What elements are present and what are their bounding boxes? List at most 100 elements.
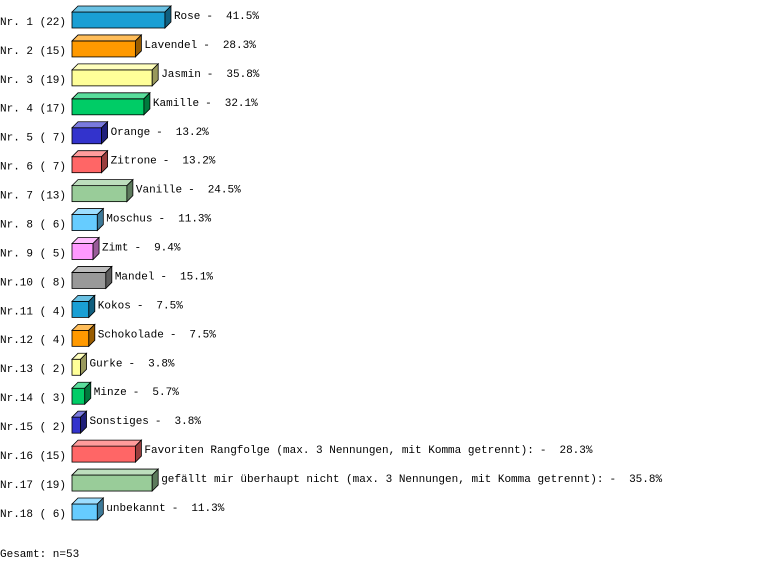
bar-top [71, 179, 134, 187]
bar-side [151, 468, 159, 493]
bar-side [126, 178, 134, 203]
separator: - [159, 213, 166, 225]
rank-label: Nr.14 ( 3) [0, 393, 66, 405]
value-label: 13.2% [176, 127, 209, 139]
bar [71, 69, 153, 87]
bar-side [164, 5, 172, 29]
bar [71, 40, 136, 58]
rank-label: Nr. 5 ( 7) [0, 133, 66, 145]
bar [71, 503, 98, 521]
value-label: 11.3% [191, 503, 224, 515]
category-label: Gurke [90, 358, 123, 370]
category-label: Mandel [115, 271, 155, 283]
separator: - [133, 387, 140, 399]
rank-label: Nr. 1 (22) [0, 17, 66, 29]
category-label: Orange [111, 127, 151, 139]
footer: Gesamt: n=53 [0, 549, 79, 561]
rank-label: Nr.16 (15) [0, 451, 66, 463]
rank-label: Nr.10 ( 8) [0, 277, 66, 289]
bar-label: Schokolade -7.5% [98, 329, 216, 341]
bar [71, 98, 145, 116]
value-label: 9.4% [154, 242, 181, 254]
separator: - [172, 503, 179, 515]
bar-top [71, 63, 160, 71]
value-label: 11.3% [178, 213, 211, 225]
category-label: Moschus [106, 213, 152, 225]
category-label: Sonstiges [90, 416, 149, 428]
value-label: 28.3% [559, 445, 592, 457]
bar-label: Rose - 41.5% [174, 11, 259, 23]
bar-side [92, 236, 100, 261]
separator: - [188, 185, 195, 197]
rank-label: Nr.15 ( 2) [0, 422, 66, 434]
bar-side [134, 33, 142, 58]
value-label: 35.8% [629, 474, 662, 486]
bar-side [101, 149, 108, 174]
bar-label: Zimt - 9.4% [102, 242, 181, 254]
bar-top [71, 5, 172, 13]
bar [71, 243, 94, 260]
separator: - [203, 40, 210, 52]
bar-side [143, 91, 151, 116]
category-label: Lavendel [144, 40, 197, 52]
separator: - [155, 416, 162, 428]
bar-label: gefällt mir überhaupt nicht (max. 3 Nenn… [161, 474, 662, 486]
bar-side [88, 323, 96, 348]
value-label: 41.5% [226, 11, 259, 23]
bar [71, 272, 107, 289]
bar-label: Minze -5.7% [94, 387, 179, 399]
value-label: 3.8% [175, 416, 202, 428]
value-label: 32.1% [225, 98, 258, 110]
bar-label: Kokos -7.5% [98, 300, 183, 312]
rank-label: Nr. 7 (13) [0, 191, 66, 203]
bar-side [88, 294, 96, 319]
value-label: 5.7% [152, 387, 179, 399]
rank-label: Nr.12 ( 4) [0, 335, 66, 347]
value-label: 28.3% [223, 40, 256, 52]
bar [71, 416, 81, 434]
rank-label: Nr.18 ( 6) [0, 509, 66, 521]
bar [71, 474, 153, 492]
separator: - [163, 156, 170, 168]
bar [71, 358, 81, 376]
separator: - [205, 98, 212, 110]
bar-side [80, 352, 87, 377]
separator: - [156, 127, 163, 139]
bar-label: Jasmin -35.8% [161, 69, 260, 81]
category-label: Kamille [153, 98, 199, 110]
bar [71, 185, 128, 203]
bar-side [151, 62, 159, 87]
value-label: 7.5% [156, 300, 183, 312]
value-label: 35.8% [226, 69, 259, 81]
bar-top [71, 34, 143, 42]
category-label: Favoriten Rangfolge (max. 3 Nennungen, m… [144, 445, 533, 457]
separator: - [160, 271, 167, 283]
rank-label: Nr. 4 (17) [0, 104, 66, 116]
separator: - [540, 445, 547, 457]
rank-label: Nr.13 ( 2) [0, 364, 66, 376]
value-label: 15.1% [180, 271, 213, 283]
bar-top [71, 266, 113, 273]
rank-label: Nr.11 ( 4) [0, 306, 66, 318]
rank-label: Nr. 3 (19) [0, 75, 66, 87]
category-label: Minze [94, 387, 127, 399]
bar-label: Mandel - 15.1% [115, 271, 214, 283]
bar-label: Lavendel - 28.3% [144, 40, 256, 52]
bar [71, 329, 90, 347]
category-label: gefällt mir überhaupt nicht (max. 3 Nenn… [161, 474, 603, 486]
rank-label: Nr. 6 ( 7) [0, 162, 66, 174]
category-label: unbekannt [106, 503, 165, 515]
bar [71, 445, 136, 463]
category-label: Zimt [102, 242, 128, 254]
bar-label: unbekannt -11.3% [106, 503, 224, 515]
bar-side [96, 497, 104, 521]
bar [71, 11, 166, 29]
bar-label: Sonstiges - 3.8% [90, 416, 202, 428]
value-label: 13.2% [182, 156, 215, 168]
category-label: Zitrone [111, 156, 157, 168]
rank-label: Nr. 2 (15) [0, 46, 66, 58]
category-label: Vanille [136, 185, 182, 197]
bar [71, 127, 102, 145]
bar-label: Zitrone -13.2% [111, 156, 216, 168]
